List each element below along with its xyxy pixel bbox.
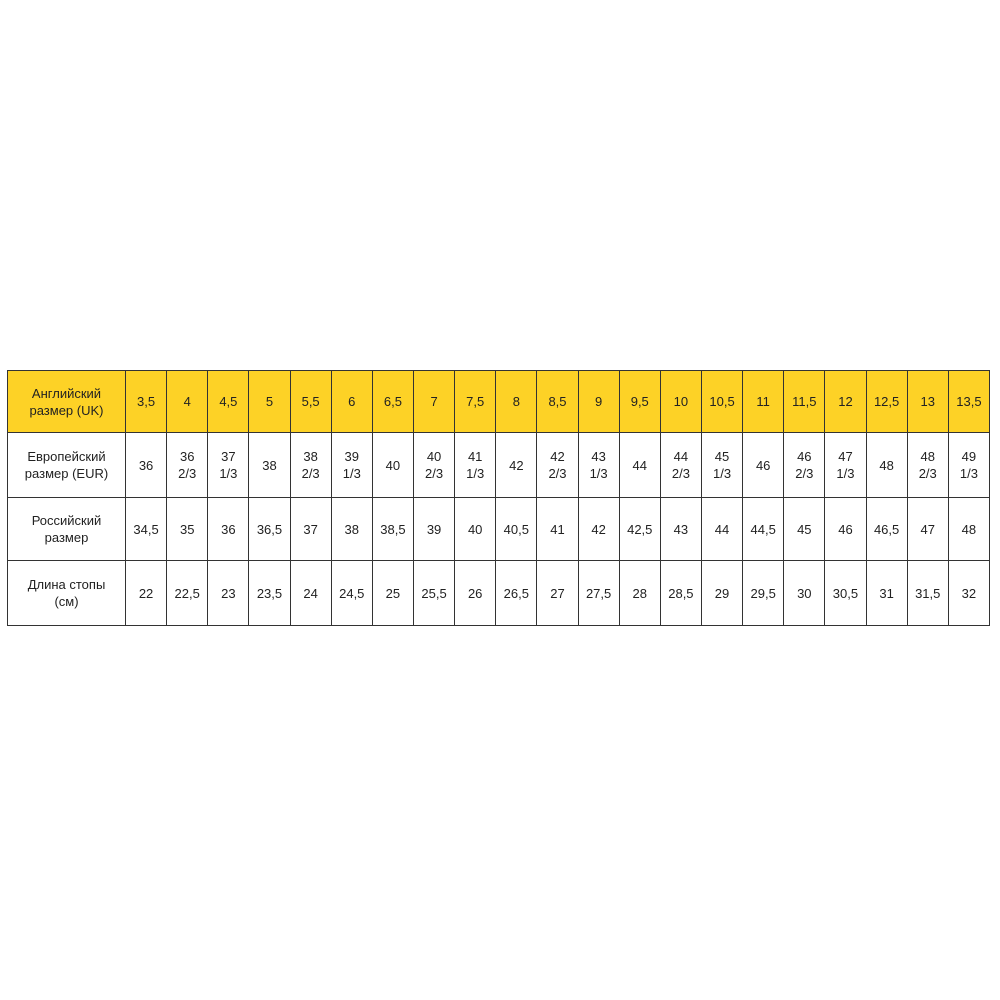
size-cell: 38 (330, 497, 373, 561)
size-cell: 42 (495, 432, 538, 498)
size-cell: 38 2/3 (289, 432, 332, 498)
size-cell: 6,5 (371, 370, 414, 433)
size-cell: 38,5 (371, 497, 414, 561)
size-cell: 25 (371, 560, 414, 626)
size-cell: 41 1/3 (454, 432, 497, 498)
size-cell: 39 (412, 497, 456, 561)
size-cell: 28 (618, 560, 661, 626)
size-cell: 24,5 (330, 560, 373, 626)
size-cell: 38 (248, 432, 291, 498)
size-cell: 40,5 (495, 497, 538, 561)
size-cell: 5 (248, 370, 291, 433)
size-cell: 24 (289, 560, 332, 626)
size-cell: 27,5 (577, 560, 620, 626)
table-row: Российский размер 34,5 35 36 36,5 37 38 38,5 39 4… (7, 497, 991, 561)
size-cell: 25,5 (412, 560, 456, 626)
size-cell: 35 (166, 497, 209, 561)
table-row: Английский размер (UK) 3,5 4 4,5 5 5,5 6 6,5 7 7,… (7, 370, 991, 433)
row-label: Европейский размер (EUR) (7, 432, 126, 498)
size-cell: 13 (906, 370, 949, 433)
size-cell: 41 (536, 497, 579, 561)
size-cell: 13,5 (947, 370, 991, 433)
size-cell: 44 (700, 497, 744, 561)
size-cell: 46,5 (865, 497, 908, 561)
size-cell: 22,5 (166, 560, 209, 626)
size-cell: 28,5 (659, 560, 702, 626)
size-cell: 31,5 (906, 560, 949, 626)
table-row: Европейский размер (EUR) 36 36 2/3 37 1/3 38… (7, 432, 991, 498)
size-cell: 49 1/3 (947, 432, 991, 498)
size-cell: 4 (166, 370, 209, 433)
size-cell: 8 (495, 370, 538, 433)
size-cell: 9,5 (618, 370, 661, 433)
size-cell: 31 (865, 560, 908, 626)
size-cell: 5,5 (289, 370, 332, 433)
size-cell: 47 (906, 497, 949, 561)
size-cell: 47 1/3 (824, 432, 867, 498)
row-label: Длина стопы (см) (7, 560, 126, 626)
size-cell: 4,5 (207, 370, 250, 433)
size-cell: 26,5 (495, 560, 538, 626)
size-cell: 37 1/3 (207, 432, 250, 498)
size-cell: 48 (865, 432, 908, 498)
size-cell: 11 (742, 370, 785, 433)
size-cell: 7,5 (454, 370, 497, 433)
size-cell: 42 2/3 (536, 432, 579, 498)
size-cell: 32 (947, 560, 991, 626)
size-table: Английский размер (UK) 3,5 4 4,5 5 5,5 6 6,5 7 7,… (7, 370, 991, 626)
size-cell: 23 (207, 560, 250, 626)
size-cell: 36 2/3 (166, 432, 209, 498)
size-cell: 44 2/3 (659, 432, 702, 498)
size-cell: 29 (700, 560, 744, 626)
size-cell: 12 (824, 370, 867, 433)
size-cell: 43 (659, 497, 702, 561)
size-cell: 46 2/3 (783, 432, 826, 498)
size-cell: 36 (124, 432, 168, 498)
size-cell: 37 (289, 497, 332, 561)
size-cell: 34,5 (124, 497, 168, 561)
size-cell: 44,5 (742, 497, 785, 561)
size-cell: 22 (124, 560, 168, 626)
row-label: Английский размер (UK) (7, 370, 126, 433)
size-cell: 10,5 (700, 370, 744, 433)
size-cell: 26 (454, 560, 497, 626)
size-cell: 42,5 (618, 497, 661, 561)
size-cell: 45 1/3 (700, 432, 744, 498)
size-cell: 40 (454, 497, 497, 561)
size-cell: 9 (577, 370, 620, 433)
table-row: Длина стопы (см) 22 22,5 23 23,5 24 24,5 25 25,5… (7, 560, 991, 626)
size-cell: 27 (536, 560, 579, 626)
size-cell: 11,5 (783, 370, 826, 433)
size-cell: 46 (824, 497, 867, 561)
size-cell: 6 (330, 370, 373, 433)
size-cell: 36 (207, 497, 250, 561)
row-label: Российский размер (7, 497, 126, 561)
size-cell: 8,5 (536, 370, 579, 433)
size-cell: 48 2/3 (906, 432, 949, 498)
size-cell: 39 1/3 (330, 432, 373, 498)
size-cell: 43 1/3 (577, 432, 620, 498)
size-cell: 30 (783, 560, 826, 626)
size-cell: 40 2/3 (412, 432, 456, 498)
size-cell: 40 (371, 432, 414, 498)
size-cell: 29,5 (742, 560, 785, 626)
size-cell: 10 (659, 370, 702, 433)
size-cell: 46 (742, 432, 785, 498)
size-cell: 36,5 (248, 497, 291, 561)
size-cell: 3,5 (124, 370, 168, 433)
size-cell: 12,5 (865, 370, 908, 433)
size-cell: 45 (783, 497, 826, 561)
size-cell: 7 (412, 370, 456, 433)
size-cell: 23,5 (248, 560, 291, 626)
size-cell: 48 (947, 497, 991, 561)
size-cell: 42 (577, 497, 620, 561)
size-cell: 30,5 (824, 560, 867, 626)
size-cell: 44 (618, 432, 661, 498)
table-body: Английский размер (UK) 3,5 4 4,5 5 5,5 6 6,5 7 7,… (7, 370, 991, 626)
